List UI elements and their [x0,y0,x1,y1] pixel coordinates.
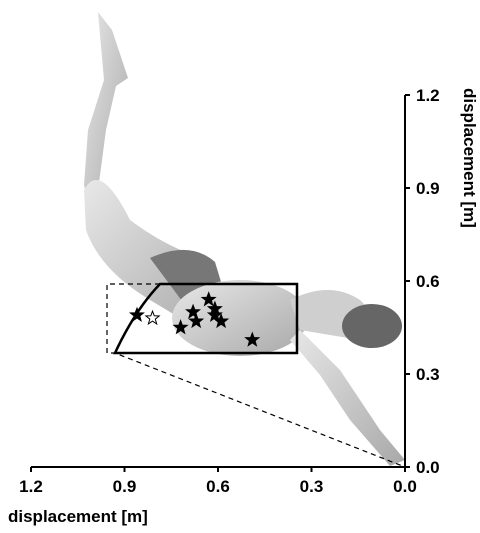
human-figure [84,12,405,466]
star-marker [144,309,161,326]
x-tick-label: 0.3 [300,477,324,496]
x-tick-label: 0.9 [113,477,137,496]
star-marker [128,306,145,322]
y-tick-label: 0.0 [416,458,440,477]
y-tick-label: 0.9 [416,179,440,198]
x-tick-label: 0.6 [206,477,230,496]
region-outline [106,282,406,468]
star-marker [172,319,189,335]
y-tick-label: 1.2 [416,86,440,105]
y-tick-label: 0.3 [416,365,440,384]
star-marker [213,312,230,329]
star-marker [185,303,202,319]
x-axis-label: displacement [m] [8,507,148,526]
star-marker [188,312,205,329]
star-marker [244,331,261,347]
y-tick-label: 0.6 [416,272,440,291]
star-marker [200,291,217,307]
star-marker [206,306,223,322]
x-tick-label: 0.0 [393,477,417,496]
y-axis-label: displacement [m] [460,88,479,228]
x-tick-label: 1.2 [19,477,43,496]
